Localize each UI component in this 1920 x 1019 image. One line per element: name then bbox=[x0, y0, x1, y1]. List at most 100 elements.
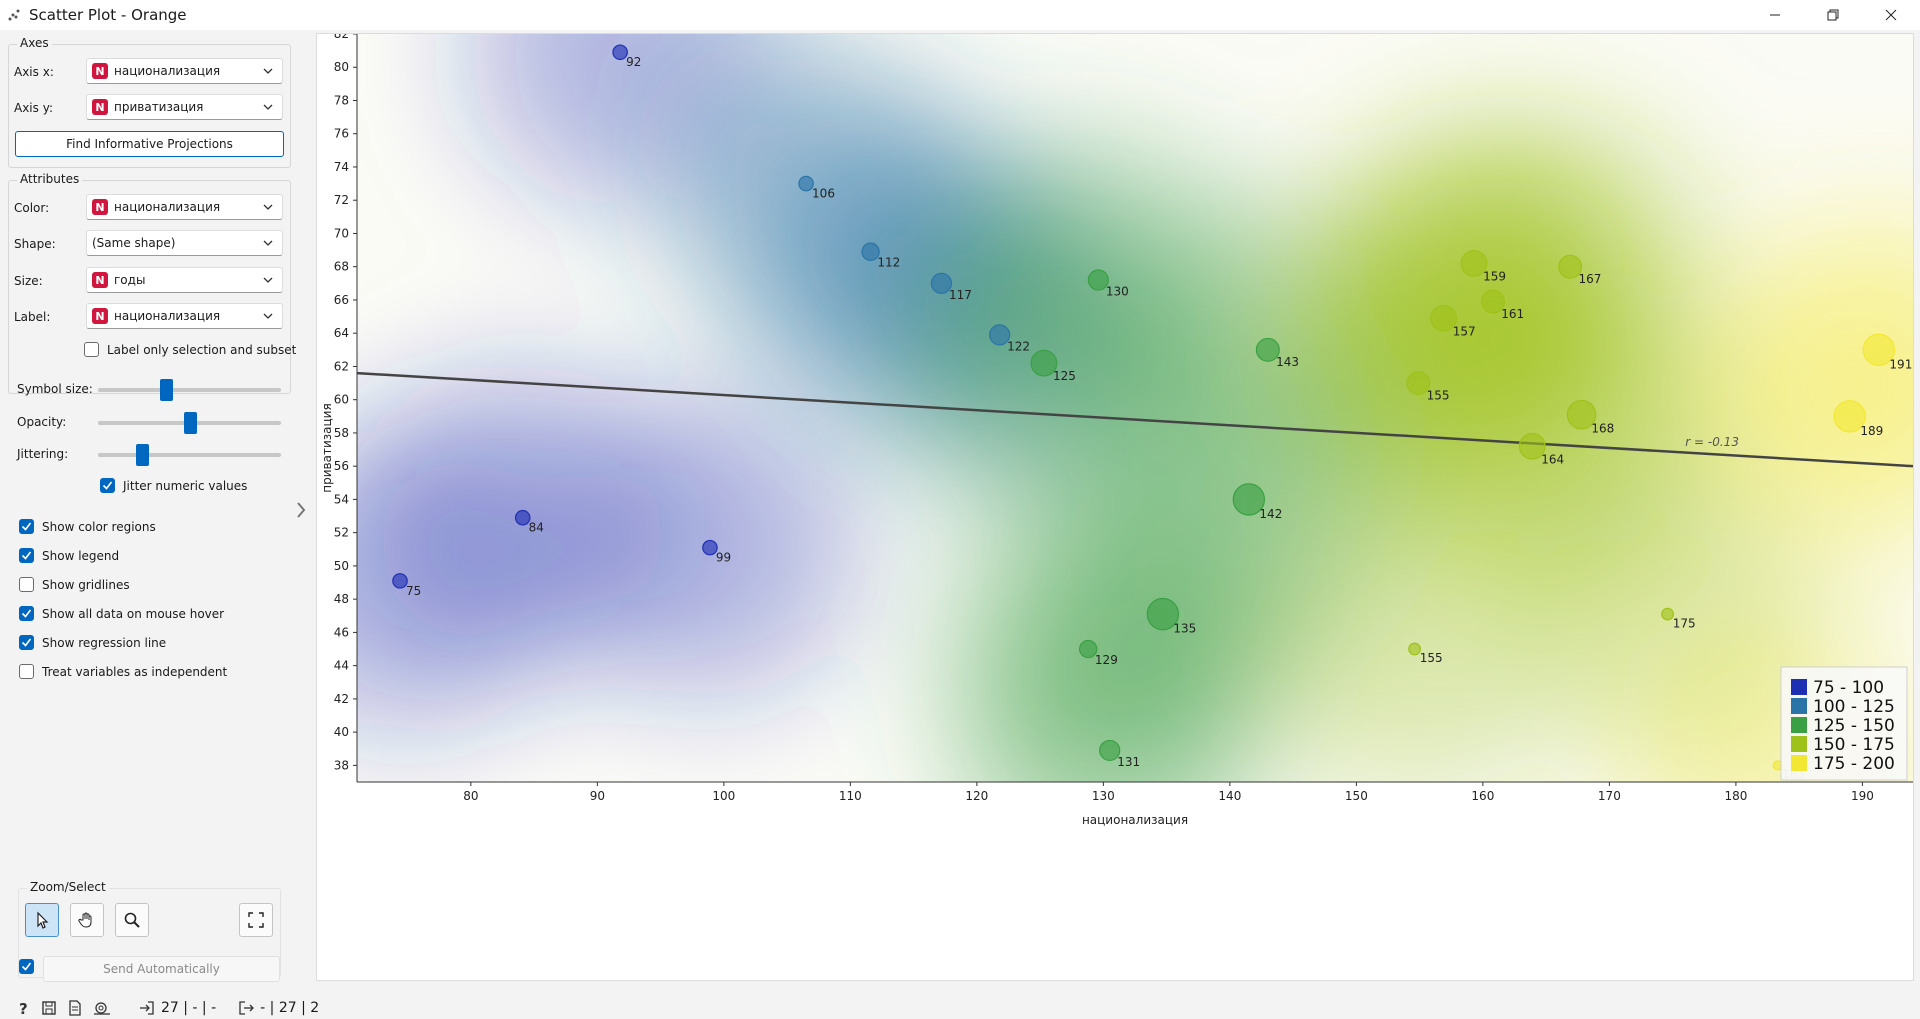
point-label: 117 bbox=[949, 288, 972, 302]
regression-line: r = -0.13 bbox=[356, 371, 1914, 468]
data-point[interactable] bbox=[1460, 249, 1488, 277]
x-axis-title: национализация bbox=[1082, 813, 1188, 827]
data-points[interactable]: 92 106 112 117 122 125 130 143 159 167 161 157 155 19… bbox=[392, 44, 1913, 781]
data-point[interactable] bbox=[1099, 739, 1121, 762]
send-automatically-button[interactable]: Send Automatically bbox=[43, 956, 280, 982]
numeric-variable-icon: N bbox=[92, 99, 108, 115]
point-label: 155 bbox=[1420, 651, 1443, 665]
attributes-group-title: Attributes bbox=[17, 172, 83, 186]
color-combo[interactable]: N национализация bbox=[86, 194, 283, 220]
y-tick-label: 70 bbox=[334, 226, 349, 240]
checkbox-box bbox=[19, 959, 34, 974]
data-point[interactable] bbox=[1518, 432, 1546, 460]
reset-zoom-button[interactable] bbox=[239, 903, 273, 937]
label-only-checkbox[interactable]: Label only selection and subset bbox=[84, 342, 296, 357]
show-regression-text: Show regression line bbox=[42, 635, 167, 650]
zoom-select-group-title: Zoom/Select bbox=[27, 880, 109, 894]
size-combo[interactable]: N годы bbox=[86, 267, 283, 293]
x-tick-label: 100 bbox=[712, 789, 735, 803]
data-point[interactable] bbox=[1078, 639, 1098, 659]
data-point[interactable] bbox=[1833, 400, 1866, 433]
data-point[interactable] bbox=[1255, 337, 1280, 362]
output-summary: - | 27 | 2 bbox=[260, 999, 320, 1016]
axis-y-combo[interactable]: N приватизация bbox=[86, 94, 283, 120]
point-label: 155 bbox=[1427, 388, 1450, 402]
data-point[interactable] bbox=[1408, 642, 1421, 656]
jitter-numeric-text: Jitter numeric values bbox=[123, 478, 248, 493]
show-regression-checkbox[interactable]: Show regression line bbox=[19, 635, 166, 650]
collapse-panel-icon[interactable] bbox=[295, 498, 307, 522]
data-point[interactable] bbox=[798, 175, 814, 192]
legend-swatch bbox=[1791, 736, 1807, 752]
point-label: 142 bbox=[1259, 507, 1282, 521]
opacity-slider[interactable] bbox=[183, 412, 197, 434]
plot-area[interactable]: 80 90 100 110 120 130 140 150 160 170 180 190 38 40 42… bbox=[316, 27, 1914, 981]
x-tick-label: 130 bbox=[1092, 789, 1115, 803]
show-gridlines-text: Show gridlines bbox=[42, 577, 130, 592]
y-tick-label: 72 bbox=[334, 193, 349, 207]
axis-x-combo[interactable]: N национализация bbox=[86, 58, 283, 84]
zoom-tool-button[interactable] bbox=[115, 903, 149, 937]
find-informative-projections-button[interactable]: Find Informative Projections bbox=[15, 131, 284, 157]
data-point[interactable] bbox=[1481, 289, 1506, 314]
chevron-down-icon bbox=[263, 104, 273, 110]
data-point[interactable] bbox=[1558, 254, 1583, 279]
data-point[interactable] bbox=[392, 573, 408, 589]
y-tick-label: 54 bbox=[334, 492, 349, 506]
axes-group: Axes bbox=[8, 36, 291, 168]
point-label: 189 bbox=[1860, 424, 1883, 438]
show-legend-checkbox[interactable]: Show legend bbox=[19, 548, 119, 563]
data-point[interactable] bbox=[1661, 607, 1674, 621]
minimize-button[interactable] bbox=[1746, 0, 1804, 30]
y-tick-label: 80 bbox=[334, 60, 349, 74]
data-point[interactable] bbox=[930, 272, 953, 294]
send-automatically-checkbox[interactable] bbox=[19, 959, 42, 974]
label-combo[interactable]: N национализация bbox=[86, 303, 283, 329]
chevron-down-icon bbox=[263, 68, 273, 74]
show-all-data-text: Show all data on mouse hover bbox=[42, 606, 225, 621]
data-point[interactable] bbox=[989, 324, 1011, 346]
scatter-plot[interactable]: 80 90 100 110 120 130 140 150 160 170 180 190 38 40 42… bbox=[317, 27, 1914, 980]
y-tick-label: 76 bbox=[334, 127, 349, 141]
data-point[interactable] bbox=[1030, 349, 1058, 377]
point-label: 112 bbox=[877, 255, 900, 269]
data-point[interactable] bbox=[514, 509, 531, 526]
treat-independent-checkbox[interactable]: Treat variables as independent bbox=[19, 664, 227, 679]
show-all-data-checkbox[interactable]: Show all data on mouse hover bbox=[19, 606, 224, 621]
svg-text:?: ? bbox=[19, 1000, 28, 1016]
window-title: Scatter Plot - Orange bbox=[29, 6, 187, 24]
symbol-size-slider[interactable] bbox=[159, 379, 173, 401]
legend-swatch bbox=[1791, 717, 1807, 733]
shape-combo[interactable]: (Same shape) bbox=[86, 230, 283, 256]
data-point[interactable] bbox=[1566, 399, 1597, 430]
opacity-label: Opacity: bbox=[17, 415, 67, 429]
data-point[interactable] bbox=[1146, 597, 1180, 631]
show-color-regions-checkbox[interactable]: Show color regions bbox=[19, 519, 156, 534]
data-point[interactable] bbox=[1232, 483, 1266, 516]
jittering-slider[interactable] bbox=[135, 444, 149, 466]
y-tick-label: 82 bbox=[334, 34, 349, 41]
snail-icon[interactable] bbox=[93, 1000, 111, 1016]
data-point[interactable] bbox=[702, 539, 718, 556]
help-icon[interactable]: ? bbox=[15, 1000, 31, 1016]
data-point[interactable] bbox=[1862, 333, 1896, 367]
data-point[interactable] bbox=[612, 44, 628, 61]
data-point[interactable] bbox=[1430, 304, 1458, 332]
data-point[interactable] bbox=[1406, 371, 1431, 396]
restore-button[interactable] bbox=[1804, 0, 1862, 30]
hand-icon bbox=[78, 912, 92, 928]
data-point[interactable] bbox=[1087, 269, 1109, 291]
close-button[interactable] bbox=[1862, 0, 1920, 30]
show-gridlines-checkbox[interactable]: Show gridlines bbox=[19, 577, 130, 592]
point-label: 161 bbox=[1501, 307, 1524, 321]
shape-label: Shape: bbox=[14, 237, 56, 251]
jitter-numeric-checkbox[interactable]: Jitter numeric values bbox=[100, 478, 247, 493]
save-icon[interactable] bbox=[41, 1000, 57, 1016]
point-label: 131 bbox=[1117, 755, 1140, 769]
select-tool-button[interactable] bbox=[25, 903, 59, 937]
report-icon[interactable] bbox=[67, 999, 83, 1016]
data-point[interactable] bbox=[861, 242, 880, 261]
fit-screen-icon bbox=[248, 912, 264, 928]
x-tick-label: 150 bbox=[1345, 789, 1368, 803]
pan-tool-button[interactable] bbox=[70, 903, 104, 937]
